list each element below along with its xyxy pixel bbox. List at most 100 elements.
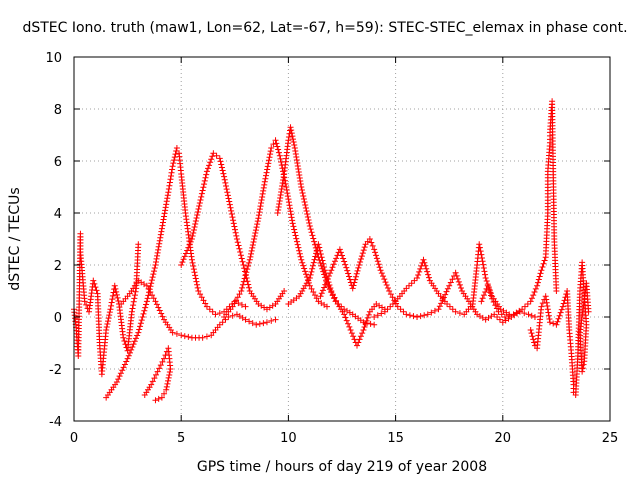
data-point-marker	[137, 320, 144, 327]
data-point-marker	[130, 298, 137, 305]
data-point-marker	[149, 378, 156, 385]
data-point-marker	[485, 286, 492, 293]
data-point-marker	[351, 336, 358, 343]
data-point-marker	[225, 195, 232, 202]
data-point-marker	[260, 187, 267, 194]
data-point-marker	[344, 267, 351, 274]
data-point-marker	[228, 211, 235, 218]
data-point-marker	[440, 294, 447, 301]
data-point-marker	[444, 301, 451, 307]
data-point-marker	[147, 289, 154, 296]
data-point-marker	[233, 236, 240, 242]
data-point-marker	[322, 281, 329, 288]
data-point-marker	[408, 280, 415, 287]
data-point-marker	[421, 312, 428, 319]
data-point-marker	[325, 272, 332, 279]
data-point-marker	[222, 316, 229, 323]
data-point-marker	[495, 308, 502, 315]
data-point-marker	[328, 288, 335, 294]
data-point-marker	[308, 268, 315, 275]
data-point-marker	[112, 285, 119, 292]
data-point-marker	[199, 334, 206, 341]
data-point-marker	[154, 252, 161, 259]
data-point-marker	[454, 275, 461, 282]
data-point-marker	[480, 264, 487, 271]
data-point-marker	[240, 262, 247, 268]
data-point-marker	[154, 249, 161, 256]
data-point-marker	[383, 282, 390, 289]
data-point-marker	[263, 169, 270, 176]
data-point-marker	[216, 310, 223, 317]
data-point-marker	[327, 285, 334, 292]
data-point-marker	[240, 278, 247, 285]
data-point-marker	[371, 321, 378, 328]
data-point-marker	[254, 218, 261, 225]
x-tick-label: 20	[495, 431, 512, 446]
data-point-marker	[198, 190, 205, 197]
data-point-marker	[186, 241, 193, 248]
data-point-marker	[439, 297, 446, 304]
data-point-marker	[165, 185, 172, 192]
data-point-marker	[424, 311, 431, 318]
data-point-marker	[289, 136, 296, 143]
data-point-marker	[223, 182, 230, 189]
data-point-marker	[285, 137, 292, 144]
data-point-marker	[243, 269, 250, 276]
data-point-marker	[406, 282, 412, 289]
data-point-marker	[556, 312, 563, 319]
data-point-marker	[341, 311, 348, 318]
data-point-marker	[477, 248, 484, 255]
data-point-marker	[259, 193, 266, 200]
data-point-marker	[415, 271, 422, 278]
data-point-marker	[231, 223, 238, 230]
data-point-marker	[337, 249, 344, 256]
data-point-marker	[263, 319, 270, 326]
data-point-marker	[229, 312, 236, 319]
data-point-marker	[323, 278, 330, 285]
data-point-marker	[130, 302, 137, 309]
data-point-marker	[113, 379, 120, 385]
data-point-marker	[248, 247, 255, 254]
data-point-marker	[242, 303, 249, 310]
data-point-marker	[538, 303, 545, 310]
data-point-marker	[372, 252, 379, 259]
data-point-marker	[169, 163, 176, 170]
data-point-marker	[108, 302, 115, 309]
data-point-marker	[317, 247, 324, 254]
data-point-marker	[308, 285, 315, 292]
data-point-marker	[275, 146, 282, 153]
data-point-marker	[143, 298, 150, 305]
data-point-marker	[216, 321, 223, 328]
data-point-marker	[364, 314, 371, 321]
data-point-marker	[155, 395, 162, 402]
data-point-marker	[299, 190, 306, 196]
data-point-marker	[546, 315, 553, 322]
data-point-marker	[198, 294, 205, 301]
data-point-marker	[480, 292, 487, 299]
data-point-marker	[339, 252, 345, 259]
data-point-marker	[328, 267, 335, 274]
data-point-marker	[123, 358, 130, 365]
data-point-marker	[372, 249, 379, 256]
data-point-marker	[200, 297, 207, 304]
data-point-marker	[350, 333, 357, 340]
data-point-marker	[303, 271, 310, 278]
data-point-marker	[424, 268, 431, 275]
data-point-marker	[367, 320, 374, 327]
data-point-marker	[476, 244, 483, 251]
data-point-marker	[302, 268, 309, 275]
data-point-marker	[201, 181, 208, 188]
data-point-marker	[285, 199, 292, 206]
y-tick-label: 2	[54, 259, 62, 274]
data-point-marker	[361, 323, 368, 330]
data-point-marker	[185, 333, 192, 340]
data-point-marker	[428, 309, 435, 316]
data-point-marker	[528, 330, 535, 337]
y-tick-label: -4	[49, 415, 62, 430]
data-point-marker	[163, 386, 170, 393]
data-point-marker	[302, 202, 309, 208]
data-point-marker	[298, 187, 305, 193]
data-point-marker	[444, 285, 451, 292]
data-point-marker	[291, 226, 298, 233]
data-point-marker	[153, 258, 160, 265]
